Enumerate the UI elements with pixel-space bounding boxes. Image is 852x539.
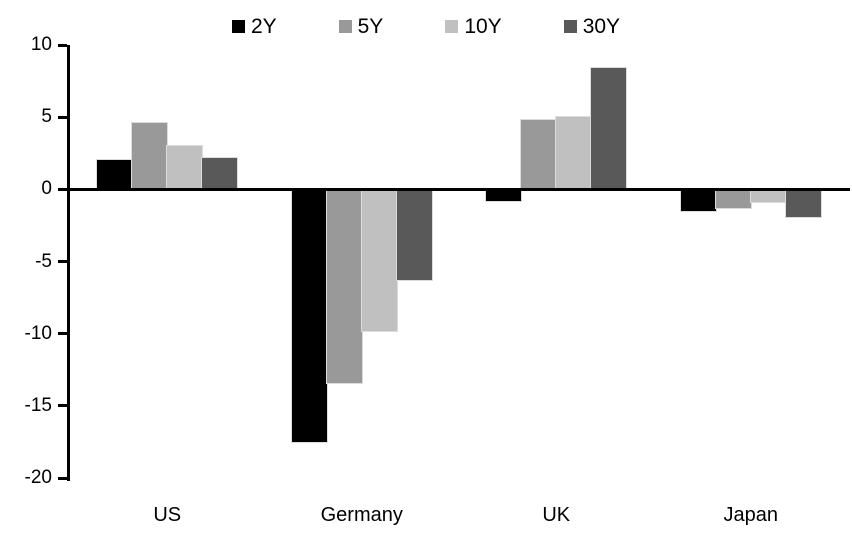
- y-tick: [58, 260, 67, 263]
- y-tick: [58, 43, 67, 47]
- bar-japan-30y: [785, 189, 821, 217]
- bar-us-30y: [202, 157, 238, 190]
- y-tick-label: 0: [41, 178, 52, 200]
- y-tick: [58, 476, 67, 480]
- legend-label: 2Y: [250, 15, 277, 38]
- y-tick-label: -5: [35, 250, 52, 272]
- x-category-label-uk: UK: [542, 504, 571, 526]
- bar-japan-2y: [680, 189, 716, 211]
- legend-label: 10Y: [464, 15, 502, 38]
- legend-item-2y: 2Y: [231, 15, 277, 38]
- y-tick-label: -20: [24, 467, 52, 488]
- legend-swatch-2y-icon: [231, 20, 245, 33]
- bar-us-5y: [132, 122, 168, 190]
- x-category-label-us: US: [153, 504, 182, 526]
- bar-germany-30y: [396, 189, 432, 281]
- y-tick-label: 10: [30, 34, 52, 55]
- legend-item-30y: 30Y: [563, 15, 621, 38]
- bar-us-10y: [167, 146, 203, 190]
- legend-item-5y: 5Y: [338, 15, 384, 38]
- y-tick: [58, 404, 67, 408]
- bar-germany-5y: [326, 189, 362, 383]
- bar-japan-10y: [750, 189, 786, 203]
- bar-uk-30y: [591, 68, 627, 190]
- bar-japan-5y: [715, 189, 751, 209]
- bar-germany-2y: [291, 189, 327, 442]
- y-axis: [67, 45, 70, 481]
- y-tick-label: -10: [24, 322, 52, 344]
- bar-us-2y: [97, 160, 133, 190]
- chart-legend: 2Y 5Y 10Y 30Y: [0, 16, 852, 37]
- y-tick: [58, 332, 67, 336]
- x-category-label-japan: Japan: [723, 504, 779, 526]
- bar-germany-10y: [361, 189, 397, 331]
- legend-label: 5Y: [357, 15, 384, 38]
- bar-uk-2y: [486, 189, 522, 201]
- bar-uk-5y: [521, 120, 557, 190]
- y-tick: [58, 187, 67, 191]
- legend-swatch-30y-icon: [563, 20, 577, 33]
- x-category-label-germany: Germany: [320, 504, 403, 526]
- bar-uk-10y: [556, 117, 592, 190]
- y-tick-label: 5: [41, 106, 52, 128]
- legend-swatch-5y-icon: [338, 20, 352, 33]
- legend-item-10y: 10Y: [445, 15, 502, 38]
- legend-label: 30Y: [582, 15, 621, 38]
- y-tick-label: -15: [24, 394, 52, 416]
- y-tick: [58, 115, 67, 119]
- x-axis-zero-line: [67, 187, 850, 191]
- legend-swatch-10y-icon: [445, 20, 459, 33]
